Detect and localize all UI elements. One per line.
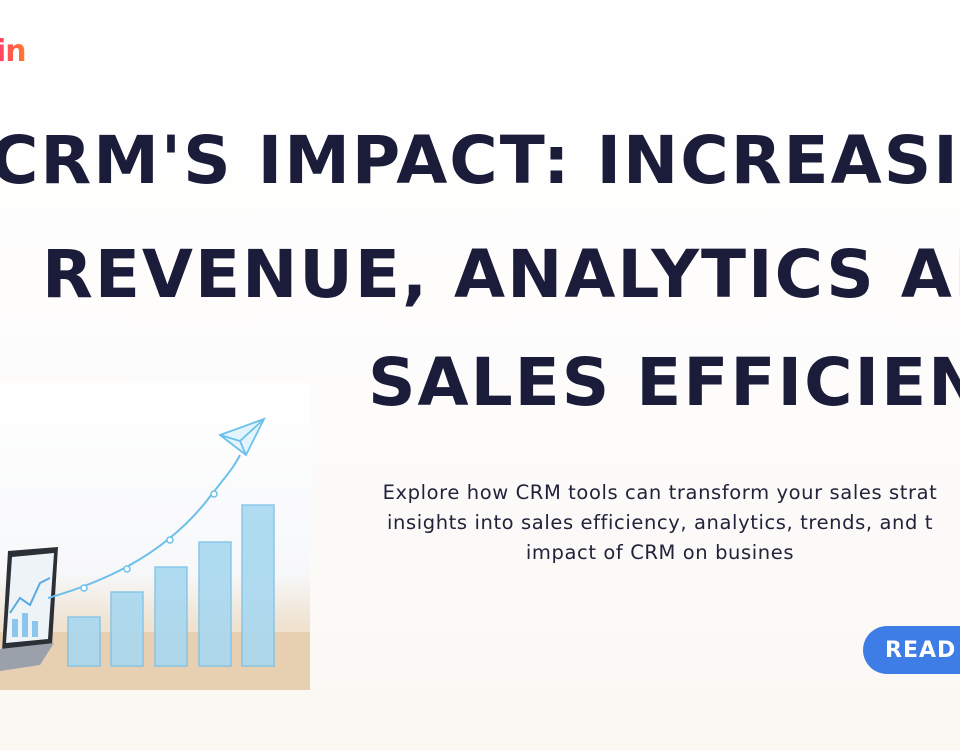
description-line-2: insights into sales efficiency, analytic… [386,511,934,534]
trend-line [47,454,241,599]
headline: CRM's Impact: Increasin Revenue, Analyti… [0,118,960,418]
laptop-icon [0,547,58,671]
description-line-1: Explore how CRM tools can transform your… [382,481,938,504]
read-more-button[interactable]: READ MORE [863,626,960,674]
description: Explore how CRM tools can transform your… [330,478,960,568]
headline-line-3: Sales Efficien [368,344,960,418]
headline-line-2: Revenue, Analytics an [42,236,960,313]
growth-bars-icon [67,504,275,667]
brand-logo[interactable]: in [0,34,27,69]
growth-illustration [0,383,310,690]
headline-line-1: CRM's Impact: Increasin [0,122,960,199]
paper-plane-icon [218,417,266,457]
growth-illustration-svg [0,417,310,690]
description-line-3: impact of CRM on busines [525,541,795,564]
